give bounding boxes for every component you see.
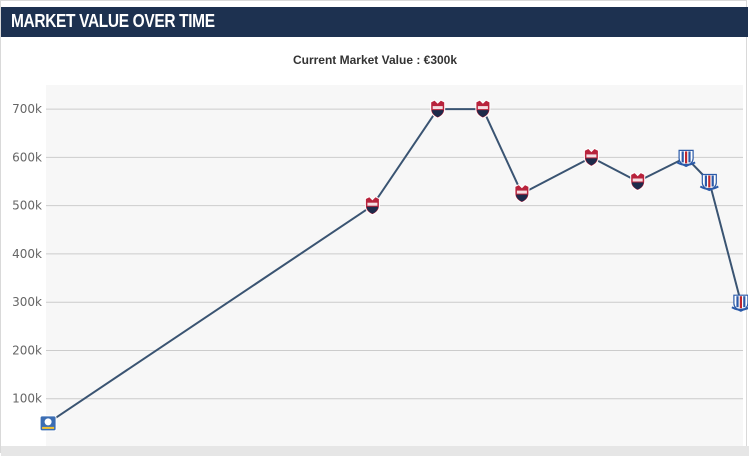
data-point-crest-icon — [583, 147, 599, 167]
y-tick-label: 100k — [12, 392, 42, 406]
crest-stripe-shape — [739, 296, 742, 309]
data-point-crest-icon — [630, 171, 646, 192]
crest-band-shape — [432, 106, 443, 110]
crest-stripe-shape — [736, 296, 739, 308]
y-axis-labels: 100k 200k 300k 400k 500k 600k 700k — [12, 102, 42, 406]
market-value-chart: Current Market Value : €300k 100k 200k 300… — [12, 53, 748, 446]
crest-base-shape — [431, 110, 444, 118]
data-points — [39, 99, 748, 432]
crest-stripe-shape — [685, 151, 688, 164]
data-point-crest-icon — [731, 294, 748, 312]
crest-band-shape — [42, 426, 55, 429]
bottom-scroll-strip — [1, 446, 749, 456]
crest-emblem-shape — [44, 418, 52, 426]
crest-base-shape — [585, 158, 598, 166]
y-tick-label: 400k — [12, 247, 42, 261]
crest-stripe-shape — [688, 151, 691, 163]
plot-area — [46, 85, 743, 446]
crest-stripe-shape — [708, 175, 711, 188]
chart-title: Current Market Value : €300k — [293, 53, 457, 67]
crest-base-shape — [631, 182, 644, 190]
crest-band-shape — [367, 202, 378, 206]
y-tick-label: 300k — [12, 295, 42, 309]
crest-stripe-shape — [743, 296, 746, 308]
data-point-crest-icon — [364, 196, 380, 216]
data-point-crest-icon — [514, 183, 530, 204]
grid-lines — [46, 108, 743, 400]
crest-base-shape — [366, 206, 379, 214]
widget-title: MARKET VALUE OVER TIME — [11, 11, 215, 31]
data-point-crest-icon — [699, 173, 719, 192]
crest-stripe-shape — [711, 175, 714, 187]
data-point-crest-icon — [676, 149, 696, 168]
y-tick-label: 500k — [12, 199, 42, 213]
y-tick-label: 600k — [12, 150, 42, 164]
crest-stripe-shape — [704, 175, 707, 187]
widget-header: MARKET VALUE OVER TIME — [1, 7, 748, 37]
crest-band-shape — [586, 154, 597, 158]
crest-stripe-shape — [681, 151, 684, 163]
data-point-crest-icon — [430, 99, 446, 119]
crest-ribbon-shape — [731, 306, 748, 311]
crest-band-shape — [516, 190, 527, 194]
y-tick-label: 200k — [12, 343, 42, 357]
crest-band-shape — [477, 106, 488, 110]
crest-ribbon-shape — [676, 161, 696, 166]
y-tick-label: 700k — [12, 102, 42, 116]
data-point-crest-icon — [39, 415, 57, 432]
data-point-crest-icon — [475, 99, 491, 119]
crest-ribbon-shape — [699, 185, 719, 190]
crest-band-shape — [632, 178, 643, 182]
crest-base-shape — [476, 110, 489, 118]
series-line-group — [47, 108, 742, 424]
series-line — [47, 108, 742, 424]
crest-base-shape — [515, 194, 528, 202]
